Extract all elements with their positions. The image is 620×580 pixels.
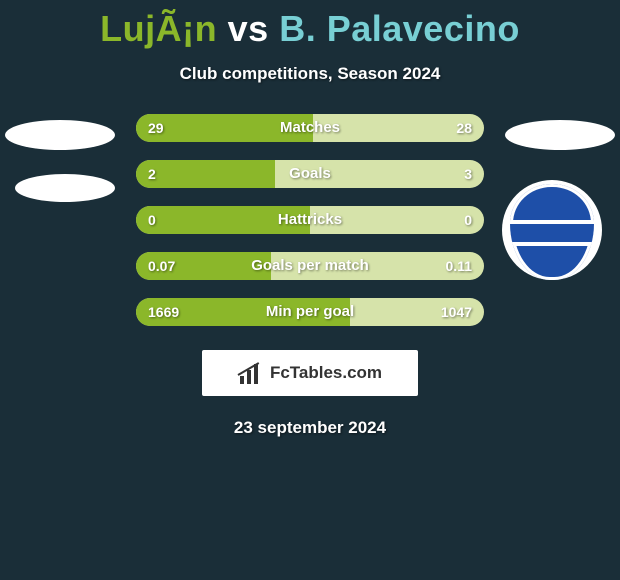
ellipse-icon (5, 120, 115, 150)
stat-row: 0.070.11Goals per match (136, 252, 484, 280)
stat-label: Goals per match (136, 252, 484, 280)
date-text: 23 september 2024 (0, 418, 620, 438)
stat-row: 00Hattricks (136, 206, 484, 234)
stat-row: 23Goals (136, 160, 484, 188)
player1-name: LujÃ¡n (100, 8, 217, 49)
brand-box: FcTables.com (202, 350, 418, 396)
comparison-bars: 2928Matches 23Goals 00Hattricks 0.070.11Goa… (136, 114, 484, 326)
team-right-badge (505, 120, 615, 180)
stat-row: 16691047Min per goal (136, 298, 484, 326)
team-left-badge-2 (15, 174, 115, 234)
stat-label: Hattricks (136, 206, 484, 234)
stat-label: Goals (136, 160, 484, 188)
stat-label: Matches (136, 114, 484, 142)
team-right-shield-icon (502, 180, 602, 284)
player2-name: B. Palavecino (279, 8, 520, 49)
vs-text: vs (228, 8, 269, 49)
comparison-title: LujÃ¡n vs B. Palavecino (0, 0, 620, 50)
subtitle: Club competitions, Season 2024 (0, 64, 620, 84)
stat-row: 2928Matches (136, 114, 484, 142)
bar-chart-icon (238, 362, 264, 384)
ellipse-icon (505, 120, 615, 150)
brand-text: FcTables.com (270, 363, 382, 383)
team-left-badge (5, 120, 115, 180)
stat-label: Min per goal (136, 298, 484, 326)
ellipse-icon (15, 174, 115, 202)
